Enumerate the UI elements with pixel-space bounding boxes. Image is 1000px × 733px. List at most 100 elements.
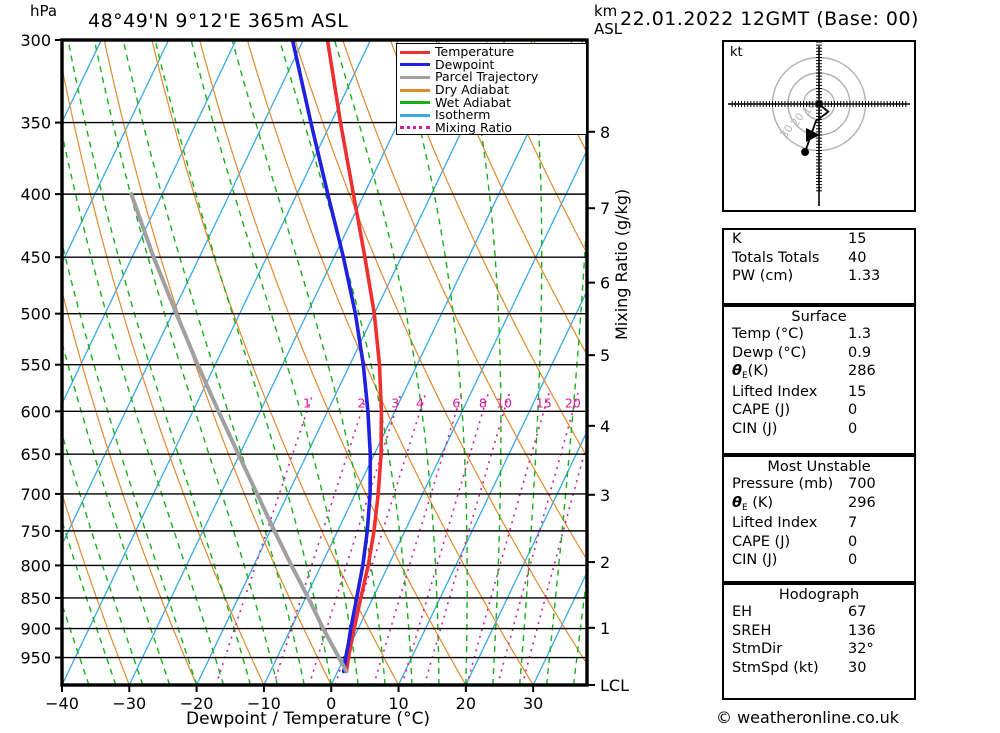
legend-swatch	[400, 113, 430, 117]
legend-item: Temperature	[400, 46, 583, 59]
stat-key: PW (cm)	[732, 268, 794, 284]
legend-swatch	[400, 63, 430, 67]
mixing-ratio-label: 15	[536, 395, 552, 410]
series-temperature	[325, 40, 384, 674]
stat-value: 15	[848, 383, 867, 400]
indices-panel: K 15 Totals Totals 40 PW (cm) 1.33	[722, 228, 916, 305]
series-dewpoint	[290, 40, 373, 674]
stat-value: 700	[848, 476, 876, 492]
stat-key: Lifted Index	[732, 383, 818, 400]
temperature-tick-label: 0	[326, 694, 336, 713]
pressure-tick-label: 350	[20, 114, 51, 133]
stat-key: K	[732, 231, 742, 247]
stat-key: Lifted Index	[732, 515, 818, 531]
stat-key: Temp (°C)	[732, 326, 804, 342]
mixing-ratio-label: 10	[496, 395, 512, 410]
most-unstable-panel-title: Most Unstable	[767, 459, 871, 475]
stat-row: EH 67	[724, 603, 914, 622]
legend-swatch	[400, 50, 430, 54]
stat-row: θE (K) 296	[724, 494, 914, 515]
pressure-tick-label: 400	[20, 185, 51, 204]
x-axis-title: Dewpoint / Temperature (°C)	[186, 709, 431, 729]
hodograph-end-point	[801, 148, 810, 157]
mixing-ratio-label: 4	[416, 395, 424, 410]
stat-row: CAPE (J) 0	[724, 533, 914, 552]
legend-swatch	[400, 88, 430, 92]
surface-panel-title: Surface	[791, 309, 847, 325]
stat-key: EH	[732, 604, 753, 620]
stat-row: SREH 136	[724, 622, 914, 641]
legend-label: Temperature	[435, 44, 515, 60]
pressure-tick-label: 700	[20, 485, 51, 504]
mixing-ratio-label: 3	[391, 395, 399, 410]
hodograph-start-point	[815, 100, 823, 108]
stat-value: 1.3	[848, 326, 872, 342]
most-unstable-panel: Most Unstable Pressure (mb) 700 θE (K) 296 L…	[722, 455, 916, 583]
mixing-ratio-axis-title: Mixing Ratio (g/kg)	[612, 188, 631, 340]
stat-key: SREH	[732, 622, 772, 639]
stat-row: K 15	[724, 230, 914, 249]
stat-key: θE(K)	[732, 363, 769, 381]
stat-row: CAPE (J) 0	[724, 401, 914, 420]
stat-value: 136	[848, 622, 876, 639]
run-datetime-title: 22.01.2022 12GMT (Base: 00)	[620, 8, 919, 30]
pressure-tick-label: 500	[20, 305, 51, 324]
stat-row: Pressure (mb) 700	[724, 475, 914, 494]
stat-key: CAPE (J)	[732, 402, 791, 418]
stat-value: 0.9	[848, 344, 872, 361]
legend-label: Wet Adiabat	[435, 94, 512, 110]
height-tick-label: 7	[600, 199, 610, 218]
stat-value: 32°	[848, 641, 874, 657]
stat-row: CIN (J) 0	[724, 551, 914, 570]
legend-item: Wet Adiabat	[400, 96, 583, 109]
hodograph-unit-label: kt	[730, 45, 743, 60]
stat-row: Temp (°C) 1.3	[724, 325, 914, 344]
hodograph-panel: kt 10 20 30	[722, 16, 916, 212]
pressure-tick-label: 900	[20, 620, 51, 639]
mixing-ratio-label: 1	[303, 395, 311, 410]
legend-item: Mixing Ratio	[400, 121, 583, 135]
legend-swatch	[400, 101, 430, 105]
stat-key: Pressure (mb)	[732, 476, 834, 492]
stat-row: Lifted Index 7	[724, 514, 914, 533]
temperature-tick-label: −20	[180, 694, 214, 713]
pressure-tick-label: 750	[20, 522, 51, 541]
stat-value: 286	[848, 363, 876, 379]
storm-motion-marker	[806, 128, 820, 142]
stat-row: StmSpd (kt) 30	[724, 659, 914, 678]
stat-value: 0	[848, 420, 858, 437]
series-parcel-trajectory	[129, 192, 349, 674]
height-axis-unit-km: km	[594, 2, 618, 20]
legend-item: Isotherm	[400, 109, 583, 122]
stat-row: CIN (J) 0	[724, 420, 914, 439]
pressure-tick-label: 650	[20, 445, 51, 464]
pressure-tick-label: 800	[20, 556, 51, 575]
hodograph-stats-panel: Hodograph EH 67 SREH 136 StmDir 32° StmSpd (kt…	[722, 583, 916, 700]
stat-value: 15	[848, 231, 867, 247]
mixing-ratio-label: 2	[358, 395, 366, 410]
temperature-tick-label: 30	[523, 694, 543, 713]
height-tick-label: 1	[600, 619, 610, 638]
stat-row: Dewp (°C) 0.9	[724, 344, 914, 363]
height-tick-label: 2	[600, 553, 610, 572]
surface-panel: Surface Temp (°C) 1.3 Dewp (°C) 0.9 θE(K) 286…	[722, 305, 916, 455]
stat-row: θE(K) 286	[724, 362, 914, 383]
stat-key: Dewp (°C)	[732, 344, 807, 361]
legend-label: Dewpoint	[435, 56, 495, 72]
skewt-svg: 1 2 3 4 6 8 10 15 203003504004505005506006507007…	[20, 31, 629, 713]
pressure-tick-label: 450	[20, 248, 51, 267]
legend-item: Parcel Trajectory	[400, 71, 583, 84]
stat-value: 30	[848, 659, 867, 676]
pressure-tick-label: 600	[20, 402, 51, 421]
height-axis-unit-asl: ASL	[594, 20, 623, 38]
copyright-notice: © weatheronline.co.uk	[716, 708, 899, 727]
stat-value: 7	[848, 515, 858, 531]
height-tick-label: 5	[600, 346, 610, 365]
stat-key: CAPE (J)	[732, 533, 791, 550]
mixing-ratio-label: 8	[479, 395, 487, 410]
stat-row: PW (cm) 1.33	[724, 267, 914, 286]
station-title: 48°49'N 9°12'E 365m ASL	[88, 10, 349, 32]
stat-value: 0	[848, 552, 858, 568]
stat-value: 296	[848, 494, 876, 511]
